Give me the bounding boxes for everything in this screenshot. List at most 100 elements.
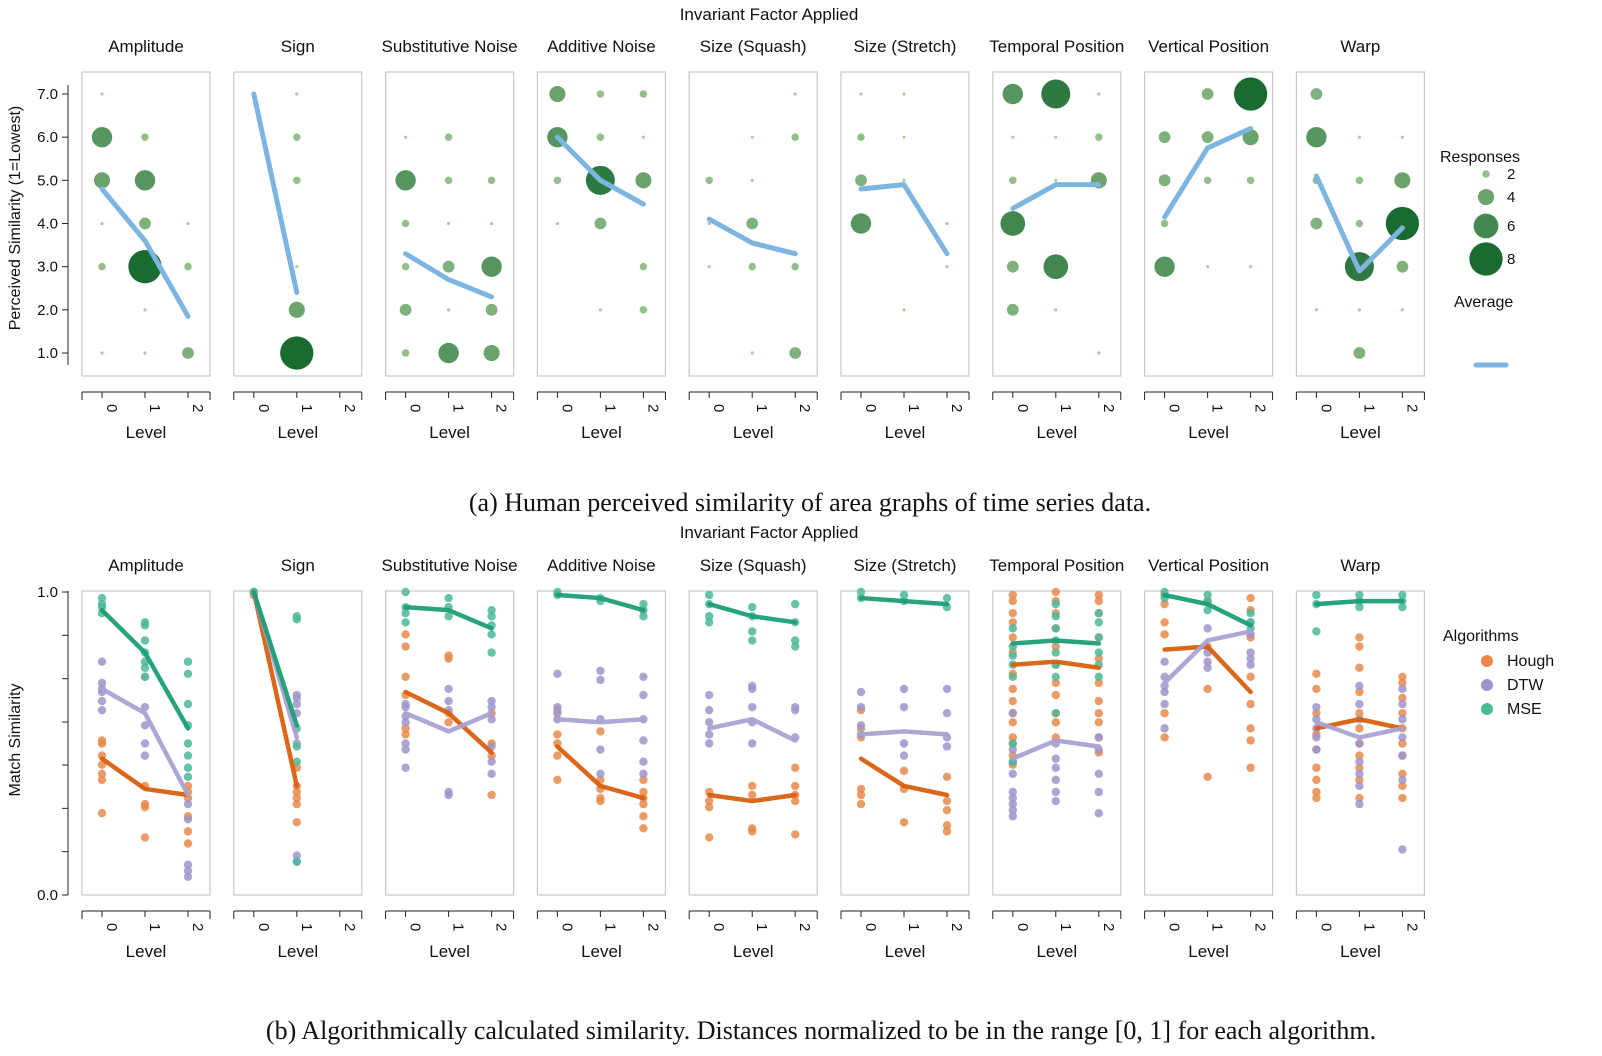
facet-title-warp: Warp [1340, 37, 1380, 56]
point-hough [942, 796, 952, 806]
point-mse [183, 763, 193, 772]
level-tick-label: 0 [558, 923, 575, 931]
level-tick-label: 1 [298, 404, 315, 412]
point-dtw [183, 799, 193, 809]
legend-size-marker [1469, 242, 1503, 276]
level-axis-label: Level [1036, 423, 1077, 442]
response-point [288, 301, 305, 318]
legend-marker-hough [1481, 655, 1493, 667]
response-point [1355, 176, 1364, 185]
panel-b-substitutive-noise: Substitutive Noise 0 1 2 Level [382, 556, 518, 961]
point-hough [1008, 596, 1017, 606]
y-axis-label: Perceived Similarity (1=Lowest) [7, 106, 24, 331]
average-line-mse [1162, 592, 1253, 628]
response-point [1002, 83, 1023, 105]
point-hough [748, 790, 757, 800]
facet-title-additive-noise: Additive Noise [547, 556, 656, 575]
response-point [293, 133, 301, 141]
panel-b-size-stretch: Size (Stretch) 0 1 2 Level [840, 556, 970, 961]
response-point [555, 221, 560, 226]
point-mse [401, 609, 410, 618]
level-tick-label: 0 [103, 923, 120, 931]
level-tick-label: 1 [298, 923, 315, 931]
point-hough [444, 718, 453, 727]
panel-a-substitutive-noise: Substitutive Noise 0 1 2 Level [382, 37, 518, 442]
point-dtw [1398, 733, 1407, 742]
point-dtw [401, 745, 410, 754]
point-hough [639, 799, 648, 809]
point-mse [444, 612, 453, 621]
response-point [1097, 92, 1101, 96]
point-dtw [705, 730, 714, 739]
response-point [1095, 133, 1103, 141]
point-mse [856, 587, 866, 597]
level-tick-label: 1 [753, 923, 770, 931]
point-dtw [1398, 845, 1407, 854]
facet-title-temporal-position: Temporal Position [989, 556, 1124, 575]
point-hough [1160, 630, 1169, 639]
point-hough [1008, 696, 1017, 706]
response-point [184, 262, 192, 271]
caption-b-suffix: for each algorithm. [1171, 1016, 1377, 1045]
point-mse [1355, 602, 1364, 612]
point-dtw [444, 696, 453, 706]
point-mse [639, 612, 648, 621]
level-tick-label: 1 [905, 404, 922, 412]
point-hough [1160, 733, 1169, 742]
legend-size-label: 4 [1507, 189, 1515, 206]
caption-b-prefix: (b) Algorithmically calculated similarit… [265, 1016, 1115, 1045]
point-dtw [292, 693, 301, 703]
point-dtw [639, 736, 648, 745]
level-tick-label: 0 [255, 923, 272, 931]
level-tick-label: 2 [189, 404, 206, 412]
point-dtw [401, 718, 410, 727]
point-hough [553, 730, 562, 739]
average-line [251, 91, 300, 296]
legend-size-marker [1477, 188, 1495, 206]
point-hough [1398, 781, 1407, 791]
response-point [639, 306, 648, 314]
level-tick-label: 2 [341, 404, 358, 412]
response-point [748, 262, 756, 271]
point-hough [292, 799, 301, 809]
point-mse [183, 772, 193, 782]
response-point [1011, 135, 1015, 139]
response-point [1201, 131, 1214, 144]
point-dtw [1051, 796, 1061, 806]
response-point [1357, 308, 1361, 312]
average-line-dtw [555, 717, 646, 725]
point-dtw [639, 672, 648, 682]
average-line [1162, 126, 1254, 220]
point-mse [487, 648, 496, 657]
average-line-mse [706, 601, 798, 625]
point-hough [1051, 690, 1061, 700]
level-tick-label: 2 [796, 923, 813, 931]
level-tick-label: 1 [601, 404, 618, 412]
point-hough [1355, 724, 1364, 733]
point-mse [487, 612, 496, 621]
point-dtw [553, 669, 562, 679]
point-mse [1203, 605, 1212, 615]
y-axis-label: Match Similarity [7, 684, 24, 797]
point-dtw [487, 769, 496, 778]
panel-a-vertical-position: Vertical Position 0 1 2 Level [1143, 37, 1274, 442]
response-point [98, 262, 106, 271]
level-tick-label: 1 [146, 923, 163, 931]
point-hough [401, 730, 410, 739]
level-axis-label: Level [581, 423, 622, 442]
point-mse [292, 612, 301, 621]
point-dtw [1203, 624, 1212, 633]
response-point [750, 135, 754, 139]
chart-a: Invariant Factor Applied 1.0 2.0 3.0 4.0 5.0 6… [7, 5, 1520, 442]
average-line-mse [1314, 598, 1405, 607]
chart-b: Invariant Factor Applied 1.0 0.0 Match Simi… [7, 523, 1554, 961]
point-hough [183, 839, 193, 848]
legend-size-label: 2 [1507, 166, 1515, 183]
point-mse [1246, 609, 1255, 618]
response-point [1357, 135, 1361, 139]
point-dtw [1008, 805, 1017, 815]
average-line [554, 134, 646, 207]
point-dtw [553, 709, 562, 718]
point-hough [1355, 793, 1364, 803]
